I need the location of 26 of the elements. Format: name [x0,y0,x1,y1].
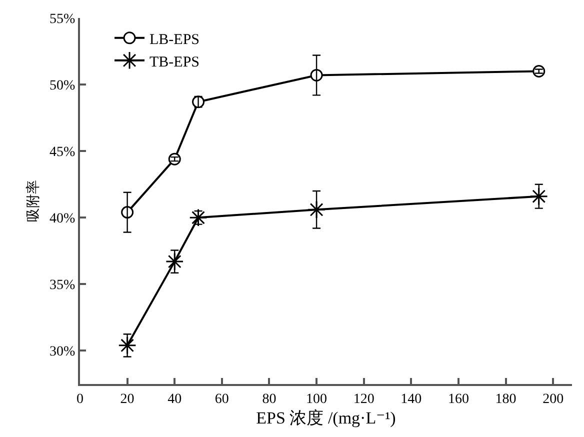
x-tick-label: 120 [353,392,374,407]
x-tick-label: 60 [214,392,229,407]
y-tick-label: 35% [50,278,76,294]
y-axis-title: 吸附率 [26,180,42,222]
point [530,187,548,206]
x-tick-label: 160 [448,392,469,407]
y-tick-label: 55% [50,12,76,27]
x-axis-title: EPS 浓度 /(mg·L⁻¹) [256,408,396,428]
y-tick-label: 45% [50,144,76,160]
y-tick-label: 40% [50,212,76,227]
x-tick-label: 180 [495,392,516,407]
y-tick-label: 50% [50,78,76,94]
legend-label: LB-EPS [150,32,200,48]
x-tick-label: 100 [306,392,328,407]
point [118,336,136,355]
x-tick-label: 40 [168,392,182,407]
x-tick-label: 200 [542,392,564,407]
point [307,200,326,219]
x-tick-label: 80 [262,392,276,407]
point [189,208,208,227]
point [165,252,184,271]
legend-label: TB-EPS [150,54,200,70]
y-tick-label: 30% [50,344,76,360]
x-tick-label: 0 [76,392,84,407]
x-tick-label: 140 [400,392,422,407]
x-tick-label: 20 [120,392,134,407]
